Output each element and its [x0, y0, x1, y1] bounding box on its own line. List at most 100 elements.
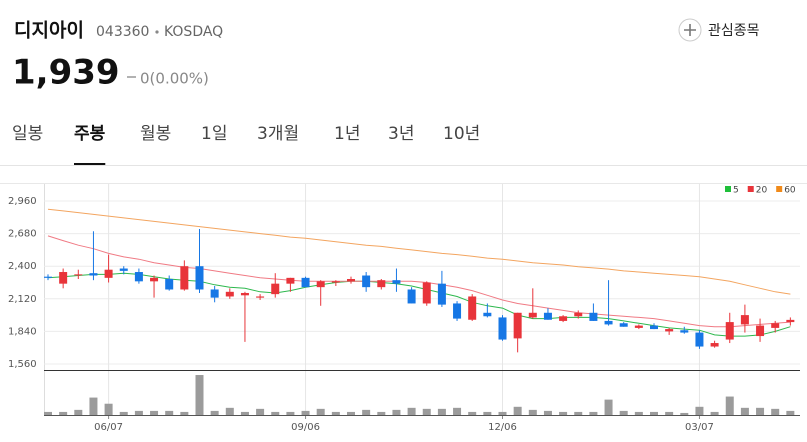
volume-bar: [680, 412, 689, 415]
tab[interactable]: 1일: [201, 124, 227, 144]
plus-icon: [684, 24, 696, 36]
candle-body: [377, 280, 386, 288]
price: 1,939: [12, 53, 120, 93]
volume-bar: [74, 409, 83, 415]
volume-bar: [119, 411, 128, 415]
volume-bar: [134, 410, 143, 415]
volume-bar: [89, 397, 98, 415]
legend-swatch: [747, 186, 754, 192]
candle-body: [271, 283, 280, 295]
candle-body: [619, 323, 628, 327]
y-tick-label: 2,960: [8, 196, 37, 207]
candle-body: [119, 268, 128, 271]
volume-bar: [574, 411, 583, 415]
candle-body: [786, 319, 795, 323]
candle-body: [574, 312, 583, 317]
y-tick-label: 1,840: [8, 326, 37, 337]
candle-body: [680, 330, 689, 333]
candle-body: [483, 312, 492, 317]
tab[interactable]: 3개월: [257, 124, 299, 144]
candle-body: [422, 282, 431, 304]
candle-body: [44, 276, 52, 278]
legend-label: 20: [756, 186, 768, 196]
stock-code: 043360: [96, 24, 149, 40]
candle-body: [665, 329, 674, 332]
candle-body: [134, 272, 143, 282]
candle-body: [407, 289, 416, 304]
x-tick-label: 03/07: [685, 422, 714, 433]
candle-body: [528, 312, 537, 318]
volume-bar: [740, 407, 749, 415]
y-tick-label: 2,120: [8, 294, 37, 305]
legend-label: 5: [733, 186, 739, 196]
candle-body: [104, 269, 113, 278]
volume-bar: [301, 410, 310, 415]
volume-bar: [650, 411, 658, 415]
volume-bar: [589, 411, 598, 415]
tab[interactable]: 일봉: [12, 124, 43, 144]
watch-button[interactable]: 관심종목: [678, 18, 760, 42]
volume-bar: [104, 403, 113, 415]
volume-bar: [210, 410, 219, 415]
candle-body: [740, 315, 749, 325]
volume-bar: [225, 407, 234, 415]
tab[interactable]: 주봉: [74, 124, 106, 144]
candle-body: [695, 332, 704, 347]
watch-label: 관심종목: [708, 23, 760, 39]
legend-label: 60: [784, 186, 796, 196]
y-tick-label: 1,560: [8, 359, 37, 370]
candle-body: [74, 274, 83, 276]
volume-bar: [150, 410, 159, 415]
tab[interactable]: 월봉: [140, 124, 171, 144]
stock-name: 디지아이: [14, 20, 84, 42]
legend-swatch: [725, 186, 731, 192]
volume-bar: [362, 409, 371, 415]
candle-body: [725, 322, 734, 340]
y-tick-label: 2,400: [8, 261, 37, 272]
candle-body: [771, 323, 780, 328]
candle-body: [453, 303, 462, 319]
volume-bar: [468, 411, 477, 415]
volume-bar: [756, 407, 765, 415]
x-tick-label: 06/07: [94, 422, 123, 433]
tab[interactable]: 10년: [443, 124, 480, 144]
x-tick-label: 12/06: [488, 422, 517, 433]
candle-body: [437, 283, 446, 305]
legend-swatch: [776, 186, 783, 192]
candle-body: [498, 317, 507, 340]
volume-bar: [483, 411, 492, 415]
volume-bar: [271, 411, 280, 415]
candle-body: [301, 277, 310, 288]
volume-bar: [240, 411, 249, 415]
separator-dot: [155, 30, 159, 34]
volume-bar: [619, 410, 628, 415]
stock-market: KOSDAQ: [164, 24, 223, 40]
candle-body: [89, 273, 98, 276]
candle-body: [604, 320, 613, 325]
volume-bar: [180, 411, 189, 415]
candle-body: [180, 266, 189, 290]
candle-body: [347, 279, 355, 282]
candle-body: [589, 312, 598, 321]
volume-bar: [316, 408, 325, 415]
volume-bar: [634, 411, 643, 415]
volume-bar: [453, 407, 462, 415]
volume-bar: [377, 411, 386, 415]
volume-bar: [665, 411, 674, 415]
volume-bar: [286, 411, 295, 415]
y-tick-label: 2,680: [8, 229, 37, 240]
volume-bar: [347, 411, 355, 415]
candle-body: [210, 289, 219, 298]
volume-bar: [513, 406, 522, 415]
candle-body: [240, 292, 249, 296]
moving-average: [47, 235, 791, 328]
candle-body: [543, 312, 552, 320]
volume-bar: [44, 411, 52, 415]
candle-body: [634, 325, 643, 328]
candle-body: [362, 275, 371, 288]
candle-body: [256, 296, 265, 298]
tab[interactable]: 3년: [388, 124, 414, 144]
tab[interactable]: 1년: [334, 124, 360, 144]
volume-bar: [331, 411, 340, 415]
volume-bar: [695, 406, 704, 415]
